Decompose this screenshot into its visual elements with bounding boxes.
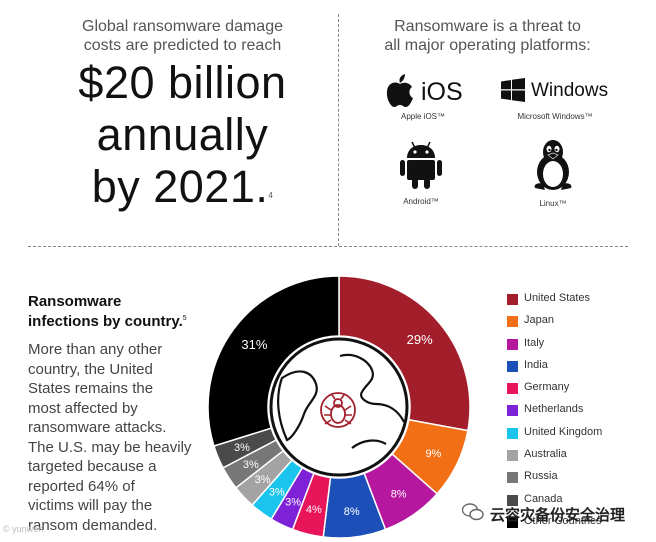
infections-title-line1: Ransomware: [28, 293, 122, 310]
body-line: More than any other: [28, 341, 163, 358]
legend-label: Canada: [524, 492, 563, 505]
legend-label: United States: [524, 292, 591, 304]
body-line: States remains the: [28, 380, 154, 397]
body-line: targeted because a: [28, 458, 157, 475]
legend-swatch: [507, 472, 518, 484]
platform-linux: Linux™: [493, 138, 613, 208]
donut-label-netherlands: 3%: [285, 496, 301, 508]
ios-caption: Apple iOS™: [400, 112, 446, 121]
donut-label-australia: 3%: [255, 474, 271, 486]
body-line: ransomware attacks.: [28, 419, 167, 436]
donut-slice-other-countries: [207, 275, 340, 447]
legend-label: Germany: [524, 381, 570, 394]
damage-lead-text: Global ransomware damage costs are predi…: [60, 17, 305, 55]
legend-swatch: [507, 383, 518, 395]
donut-labels: 29%9%8%8%4%3%3%3%3%3%31%: [234, 332, 442, 518]
windows-icon: [501, 78, 525, 102]
body-line: The U.S. may be heavily: [28, 438, 192, 456]
damage-footnote: 4: [268, 191, 274, 200]
legend-swatch: [507, 360, 518, 372]
horizontal-divider: [28, 246, 628, 247]
donut-slices: [207, 275, 471, 539]
legend-label: Japan: [524, 314, 554, 327]
legend-label: Australia: [524, 448, 567, 461]
legend-swatch: [507, 294, 518, 305]
linux-caption: Linux™: [539, 199, 567, 208]
body-line: reported 64% of: [28, 477, 135, 495]
donut-label-japan: 9%: [425, 448, 441, 460]
legend-swatch: [507, 516, 518, 528]
infections-title-line2: infections by country.: [28, 313, 183, 330]
legend-swatch: [507, 494, 518, 506]
platforms-lead-line1: Ransomware is a threat to: [394, 18, 581, 35]
legend-label: Netherlands: [524, 403, 584, 416]
donut-label-other-countries: 31%: [241, 337, 267, 352]
damage-year-text: by 2021.: [91, 161, 269, 212]
watermark-left: © yunwen: [3, 524, 44, 534]
infections-footnote: 5: [182, 315, 187, 322]
legend-label: India: [524, 358, 548, 371]
legend-swatch: [507, 427, 518, 439]
legend-label: Italy: [524, 336, 545, 349]
windows-caption: Microsoft Windows™: [517, 112, 593, 121]
donut-label-italy: 8%: [391, 488, 407, 500]
donut-label-united-kingdom: 3%: [269, 487, 285, 499]
legend-swatch: [507, 316, 518, 328]
body-line: ransom demanded.: [28, 516, 158, 534]
watermark-text: 云容灾备份安全治理: [490, 507, 626, 524]
body-line: victims will pay the: [28, 497, 153, 514]
vertical-divider: [338, 14, 339, 246]
ios-wordmark: iOS: [421, 78, 463, 106]
infections-body: More than any other country, the United …: [28, 340, 203, 535]
legend-label: Other Countries: [524, 514, 602, 527]
apple-icon: [386, 74, 413, 107]
damage-frequency: annually: [96, 109, 269, 160]
android-icon: [400, 141, 442, 189]
globe-with-bug-icon: [269, 337, 409, 477]
infections-title: Ransomware infections by country.5: [28, 293, 187, 330]
platforms-lead-text: Ransomware is a threat to all major oper…: [370, 17, 605, 55]
body-line: country, the United: [28, 360, 153, 378]
legend-swatch: [507, 338, 518, 350]
damage-amount: $20 billion: [78, 57, 287, 108]
android-caption: Android™: [403, 197, 439, 206]
body-line: most affected by: [28, 399, 138, 417]
platforms-lead-line2: all major operating platforms:: [384, 37, 591, 54]
legend-label: Russia: [524, 470, 558, 483]
wechat-icon: [462, 503, 484, 521]
legend-swatch: [507, 405, 518, 417]
windows-wordmark: Windows: [531, 80, 609, 101]
linux-tux-icon: [534, 140, 572, 190]
platform-android: Android™: [361, 140, 481, 206]
legend-swatch: [507, 450, 518, 462]
donut-label-india: 8%: [344, 506, 360, 518]
damage-lead-line2: costs are predicted to reach: [83, 37, 282, 54]
donut-label-russia: 3%: [243, 459, 259, 471]
donut-label-united-states: 29%: [407, 332, 433, 347]
legend-label: United Kingdom: [524, 425, 603, 438]
platform-ios: iOS Apple iOS™: [363, 72, 483, 121]
donut-label-canada: 3%: [234, 442, 250, 454]
damage-year: by 2021.4: [60, 163, 305, 224]
donut-label-germany: 4%: [306, 504, 322, 516]
platform-windows: Windows Microsoft Windows™: [493, 72, 617, 121]
donut-slice-united-states: [338, 275, 471, 432]
damage-lead-line1: Global ransomware damage: [82, 18, 283, 35]
